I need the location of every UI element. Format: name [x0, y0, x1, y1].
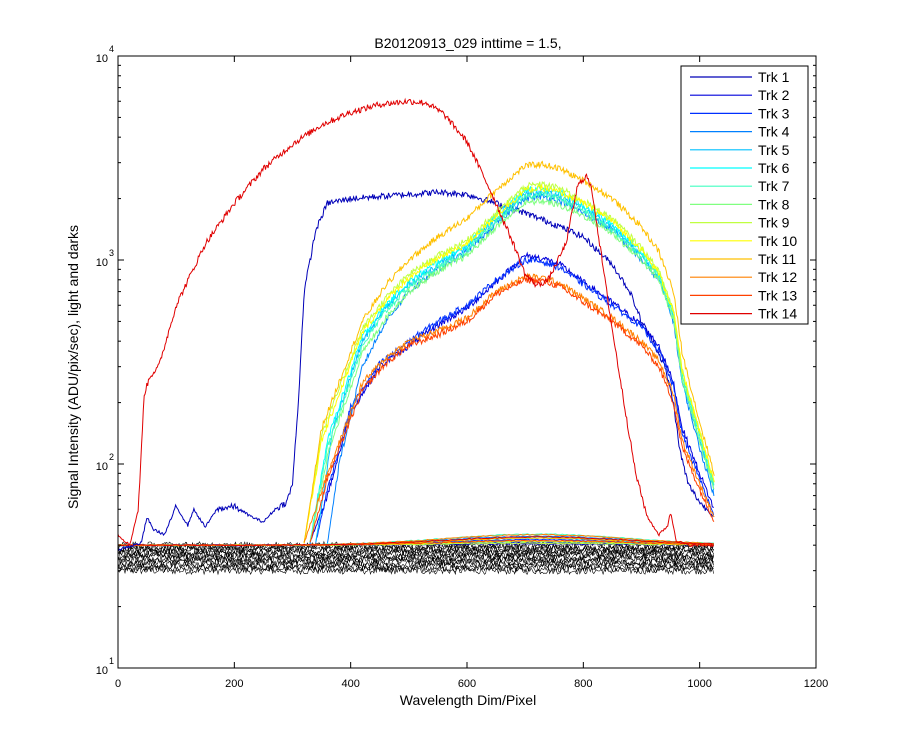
x-axis-ticks: 0 200 400 600 800 1000 1200	[115, 56, 828, 690]
legend: Trk 1 Trk 2 Trk 3 Trk 4 Trk 5 Trk 6 Trk 7 Trk 8…	[680, 65, 809, 325]
y-tick-exponent: 4	[109, 44, 114, 54]
legend-label: Trk 4	[758, 124, 790, 140]
series-line-9	[303, 180, 715, 544]
series-line-8	[309, 197, 715, 543]
x-tick-label: 800	[574, 678, 592, 690]
dark-trace	[118, 566, 714, 576]
legend-label: Trk 9	[758, 215, 790, 231]
legend-label: Trk 2	[758, 87, 790, 103]
y-tick-exponent: 3	[109, 248, 114, 258]
y-tick-label: 10	[96, 53, 108, 65]
x-tick-label: 400	[341, 678, 359, 690]
dark-trace	[118, 549, 714, 559]
x-tick-label: 1000	[687, 678, 711, 690]
x-tick-label: 1200	[804, 678, 828, 690]
series-line-5	[315, 189, 715, 543]
baseline-trace	[118, 536, 714, 547]
legend-label: Trk 13	[758, 287, 797, 303]
chart-title: B20120913_029 inttime = 1.5,	[374, 35, 561, 51]
y-tick-exponent: 2	[109, 452, 114, 462]
series-line-10	[303, 183, 715, 543]
legend-label: Trk 14	[758, 306, 797, 322]
series-line-1	[118, 188, 715, 551]
legend-label: Trk 5	[758, 142, 790, 158]
legend-label: Trk 8	[758, 196, 790, 212]
baseline-traces	[118, 533, 714, 547]
dark-trace	[118, 564, 714, 574]
x-tick-label: 200	[225, 678, 243, 690]
dark-trace	[118, 544, 714, 554]
series-line-11	[303, 160, 715, 544]
y-tick-label: 10	[96, 665, 108, 677]
legend-label: Trk 12	[758, 269, 797, 285]
legend-box	[680, 65, 809, 325]
y-tick-exponent: 1	[109, 656, 114, 666]
legend-label: Trk 6	[758, 160, 790, 176]
x-tick-label: 600	[458, 678, 476, 690]
dark-traces	[118, 540, 714, 576]
legend-label: Trk 7	[758, 178, 790, 194]
series-line-13	[309, 275, 715, 543]
dark-trace	[118, 542, 714, 552]
series-line-3	[315, 255, 715, 543]
legend-label: Trk 10	[758, 233, 797, 249]
x-axis-label: Wavelength Dim/Pixel	[400, 692, 536, 708]
legend-label: Trk 11	[758, 251, 796, 267]
y-tick-label: 10	[96, 257, 108, 269]
legend-label: Trk 1	[758, 69, 790, 85]
legend-items: Trk 1 Trk 2 Trk 3 Trk 4 Trk 5 Trk 6 Trk 7 Trk 8…	[690, 69, 797, 322]
x-tick-label: 0	[115, 678, 121, 690]
series-layer	[118, 97, 715, 551]
y-axis-label: Signal Intensity (ADU/pix/sec), light an…	[65, 225, 81, 509]
series-line-6	[309, 184, 715, 544]
y-tick-label: 10	[96, 461, 108, 473]
series-line-7	[309, 191, 715, 543]
legend-label: Trk 3	[758, 105, 790, 121]
series-line-14	[118, 97, 715, 548]
dark-trace	[118, 551, 714, 561]
